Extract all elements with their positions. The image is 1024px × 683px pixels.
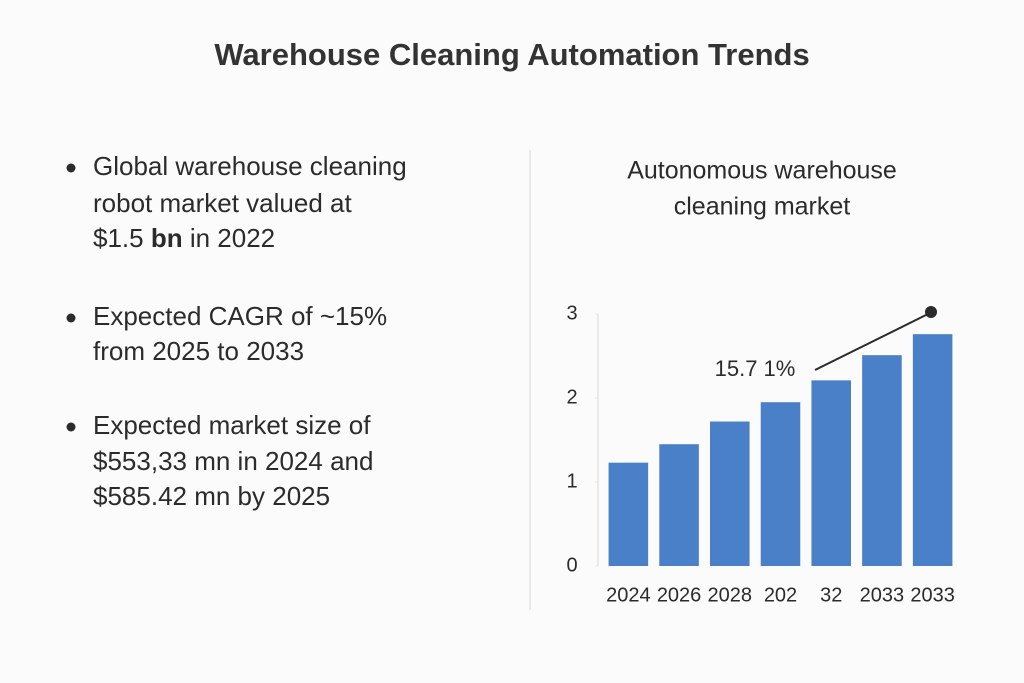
x-tick-label: 2028 [708, 584, 753, 606]
bullet-dot [66, 422, 76, 432]
bullet-line: robot market valued at [93, 188, 352, 218]
annotation-line [814, 312, 931, 371]
bullet-line: Expected market size of [93, 410, 371, 440]
bar [862, 355, 902, 566]
bar [710, 421, 750, 566]
bullet-line: from 2025 to 2033 [93, 336, 304, 366]
bar [811, 380, 851, 566]
x-tick-label: 2024 [606, 584, 651, 606]
bullet-text: in 2022 [190, 223, 275, 253]
bullet-list: Global warehouse cleaning robot market v… [66, 151, 407, 511]
bullet-text: $1.5 [93, 223, 144, 253]
annotation: 15.7 1% [715, 356, 796, 381]
chart-title: cleaning market [674, 193, 851, 221]
x-tick-label: 202 [764, 584, 797, 606]
bullet-line: $1.5 bn in 2022 [93, 223, 275, 253]
bar [912, 334, 953, 566]
bullet-bold-text: bn [151, 223, 183, 253]
chart-title: Autonomous warehouse [627, 157, 897, 185]
bar [760, 402, 801, 566]
bullet-line: Expected CAGR of ~15% [93, 301, 387, 331]
bullet-line: $553,33 mn in 2024 and [93, 446, 373, 476]
y-tick-label: 0 [566, 554, 577, 576]
bullet-dot [66, 163, 76, 173]
x-tick-label: 2033 [860, 584, 905, 606]
chart: 0 1 2 3 2024 2026 2028 202 32 2033 2033 [566, 302, 954, 606]
bullet-line: Global warehouse cleaning [93, 151, 407, 181]
bullet-line: $585.42 mn by 2025 [93, 481, 330, 511]
y-tick-label: 2 [566, 386, 577, 408]
y-tick-label: 3 [566, 302, 577, 324]
annotation-dot [925, 306, 937, 318]
slide-title: Warehouse Cleaning Automation Trends [214, 37, 809, 72]
x-tick-label: 2033 [910, 584, 955, 606]
bullet-dot [66, 313, 76, 323]
bar [608, 462, 649, 566]
x-tick-label: 2026 [657, 584, 702, 606]
x-tick-label: 32 [820, 584, 842, 606]
y-tick-label: 1 [566, 470, 577, 492]
bar [659, 444, 699, 566]
